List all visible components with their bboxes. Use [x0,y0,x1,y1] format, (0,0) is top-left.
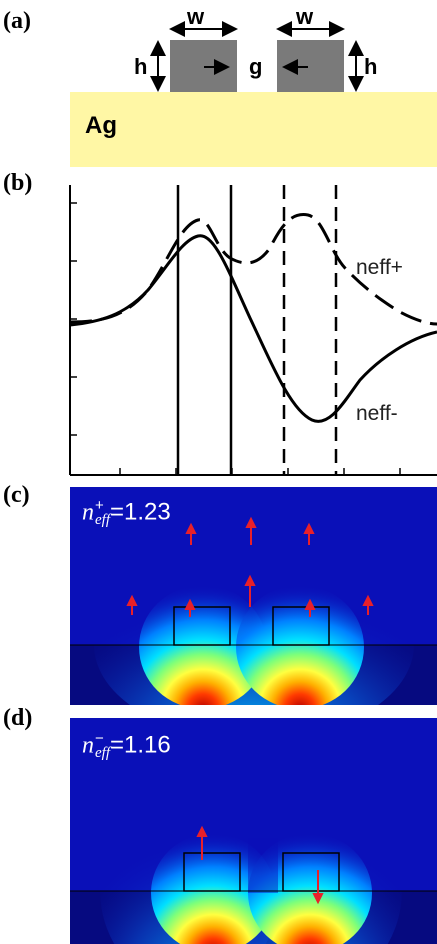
substrate-label: Ag [85,112,117,139]
width-label-left: w [186,4,205,29]
panel-label-a: (a) [3,8,31,34]
field-arrows-d [196,825,324,905]
waveguide-schematic: w w h h g Ag [70,4,437,167]
series-neff-minus-line [69,234,437,423]
series-neff-plus-label: neff+ [356,256,403,279]
neff-subscript-d: eff [95,745,110,761]
height-label-left: h [134,54,147,79]
field-map-c [70,487,437,705]
series-neff-minus-label: neff- [356,402,398,425]
silver-substrate [70,92,437,167]
waveguide-outline-left [173,606,231,646]
waveguide-outline-right [272,606,330,646]
neff-minus-annotation: n − eff =1.16 [82,731,171,761]
neff-value-c: =1.23 [110,498,171,526]
neff-plus-annotation: n + eff =1.23 [82,498,171,528]
waveguide-outline-left-d [183,852,241,892]
panel-label-d: (d) [3,705,33,731]
field-hotspot-right-d [248,833,372,944]
panel-label-b: (b) [3,170,33,196]
neff-value-d: =1.16 [110,731,171,759]
neff-symbol-c: n [82,499,94,526]
field-map-d [70,718,437,944]
waveguide-outline-right-d [282,852,340,892]
gap-label: g [249,54,262,79]
width-label-right: w [295,4,314,29]
height-label-right: h [364,54,377,79]
y-ticks [70,202,77,436]
neff-subscript-c: eff [95,512,110,528]
neff-symbol-d: n [82,732,94,759]
field-arrows-c [126,516,374,617]
field-hotspot-left-d [151,833,275,944]
neff-plot: neff+ neff- [69,185,437,476]
x-ticks [119,468,401,475]
neff-superscript-d: − [95,730,104,747]
panel-label-c: (c) [3,482,30,508]
neff-superscript-c: + [95,497,104,514]
